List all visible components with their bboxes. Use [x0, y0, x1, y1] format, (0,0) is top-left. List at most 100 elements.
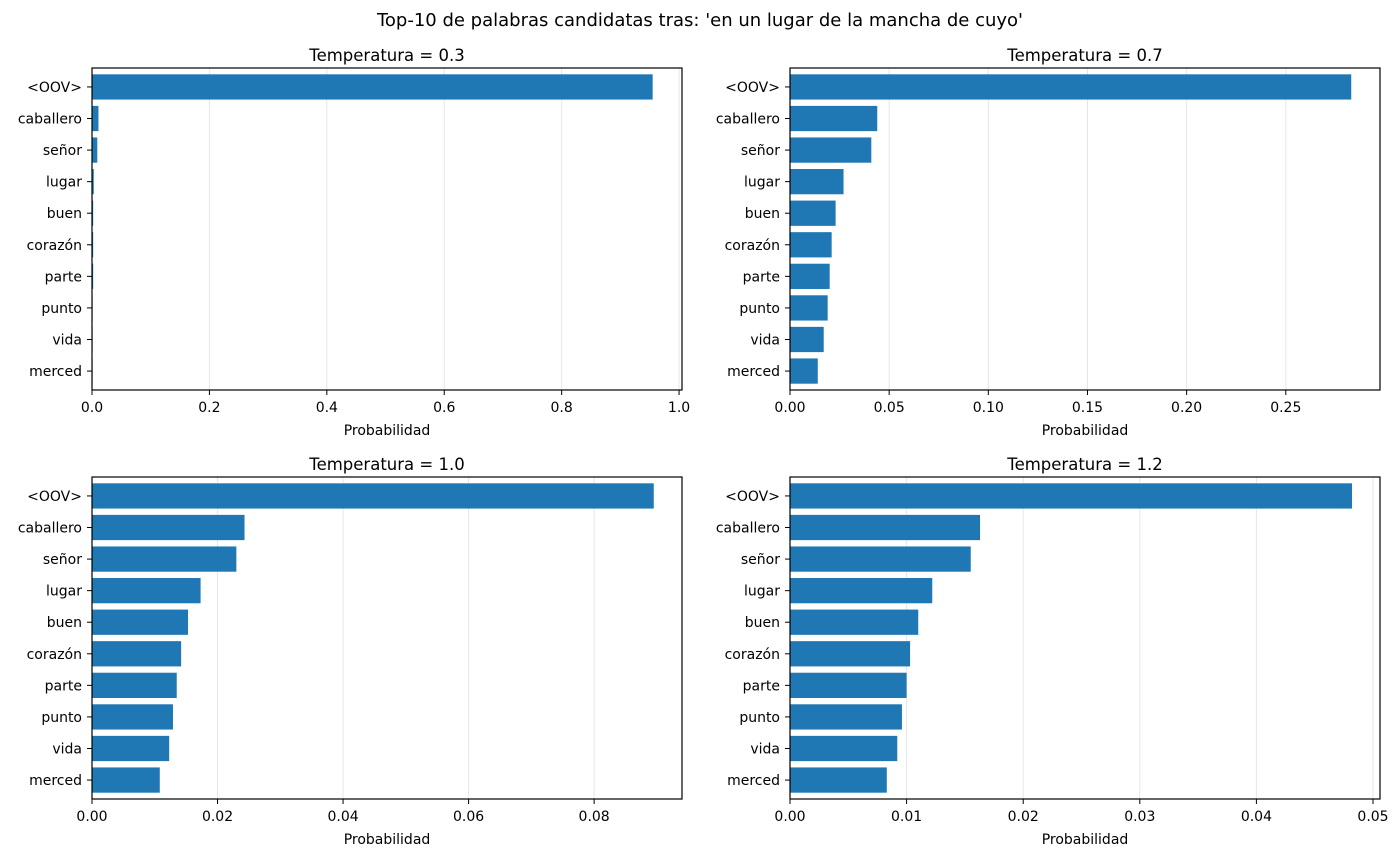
chart-panel-2: Temperatura = 0.7 0.00 0.05 0.10 0.15 0.20 0.2…: [716, 46, 1381, 439]
chart-panel-4: Temperatura = 1.2 0.00 0.01 0.02 0.03 0.04 0.0…: [716, 455, 1389, 848]
y-tick-label: punto: [739, 301, 780, 317]
y-tick-label: <OOV>: [725, 489, 780, 505]
y-tick-label: caballero: [716, 521, 780, 537]
chart-panel-3: Temperatura = 1.0 0.00 0.02 0.04 0.06 0.08 <OO…: [18, 455, 683, 848]
bar: [92, 169, 94, 195]
figure-title: Top-10 de palabras candidatas tras: 'en …: [376, 10, 1023, 31]
y-tick-label: vida: [52, 741, 82, 757]
plot-frame: [789, 67, 1381, 391]
bar: [790, 200, 836, 226]
x-tick-label: 0.10: [973, 400, 1004, 416]
x-tick-label: 0.08: [579, 809, 610, 825]
x-tick-label: 0.00: [774, 400, 805, 416]
y-tick-label: lugar: [46, 175, 82, 191]
bar: [790, 105, 878, 132]
y-tick-label: parte: [743, 269, 780, 285]
bar: [790, 514, 981, 541]
y-tick-label: caballero: [18, 112, 82, 128]
plot-frame: [91, 476, 683, 800]
bar: [790, 704, 902, 730]
bar: [92, 74, 653, 100]
y-tick-label: corazón: [725, 238, 780, 254]
x-tick-label: 1.0: [668, 400, 690, 416]
y-tick-label: vida: [750, 741, 780, 757]
x-tick-label: 0.25: [1270, 400, 1301, 416]
x-tick-label: 0.4: [316, 400, 338, 416]
x-tick-label: 0.02: [202, 809, 233, 825]
x-tick-label: 0.02: [1008, 809, 1039, 825]
bar: [790, 295, 828, 321]
x-tick-label: 0.0: [81, 400, 103, 416]
y-tick-label: lugar: [46, 584, 82, 600]
bar: [790, 641, 911, 667]
y-tick-label: parte: [743, 678, 780, 694]
y-tick-label: parte: [45, 269, 82, 285]
panel-title: Temperatura = 0.3: [308, 46, 464, 65]
bar: [92, 105, 99, 132]
y-tick-label: señor: [43, 552, 82, 568]
y-tick-label: vida: [750, 332, 780, 348]
y-tick-label: buen: [745, 615, 780, 631]
bar: [790, 767, 887, 793]
y-tick-label: <OOV>: [725, 80, 780, 96]
y-tick-label: punto: [41, 710, 82, 726]
y-tick-label: buen: [47, 206, 82, 222]
y-tick-label: punto: [739, 710, 780, 726]
bar: [92, 546, 237, 572]
chart-panel-1: Temperatura = 0.3 0.0 0.2 0.4 0.6 0.8 1.0 <OOV>…: [18, 46, 690, 439]
x-axis-label: Probabilidad: [344, 832, 431, 848]
bar: [790, 609, 919, 635]
bar: [92, 641, 182, 667]
plot-frame: [91, 67, 683, 391]
x-tick-label: 0.06: [453, 809, 484, 825]
panel-title: Temperatura = 0.7: [1006, 46, 1162, 65]
bar: [92, 137, 98, 163]
bar: [92, 704, 173, 730]
x-tick-label: 0.20: [1171, 400, 1202, 416]
y-tick-label: vida: [52, 332, 82, 348]
y-tick-label: corazón: [27, 647, 82, 663]
x-tick-label: 0.2: [198, 400, 220, 416]
bar: [790, 578, 933, 604]
y-tick-label: buen: [47, 615, 82, 631]
x-tick-label: 0.8: [551, 400, 573, 416]
y-tick-label: buen: [745, 206, 780, 222]
y-tick-label: merced: [727, 364, 780, 380]
bar: [790, 232, 832, 258]
panel-title: Temperatura = 1.2: [1006, 455, 1162, 474]
plot-frame: [789, 476, 1381, 800]
x-tick-label: 0.15: [1072, 400, 1103, 416]
x-tick-label: 0.01: [891, 809, 922, 825]
x-tick-label: 0.00: [774, 809, 805, 825]
y-tick-label: corazón: [725, 647, 780, 663]
panel-title: Temperatura = 1.0: [308, 455, 464, 474]
y-tick-label: señor: [741, 552, 780, 568]
x-tick-label: 0.04: [1241, 809, 1272, 825]
bar: [92, 672, 177, 698]
y-tick-label: señor: [741, 143, 780, 159]
y-tick-label: caballero: [18, 521, 82, 537]
x-tick-label: 0.04: [327, 809, 358, 825]
x-axis-label: Probabilidad: [344, 423, 431, 439]
x-tick-label: 0.00: [76, 809, 107, 825]
bar: [790, 74, 1352, 100]
y-tick-label: corazón: [27, 238, 82, 254]
bar: [790, 672, 907, 698]
x-axis-label: Probabilidad: [1042, 423, 1129, 439]
bar: [790, 358, 818, 384]
x-tick-label: 0.05: [1357, 809, 1388, 825]
chart-panels: Temperatura = 0.3 0.0 0.2 0.4 0.6 0.8 1.0 <OOV>…: [18, 46, 1389, 848]
x-tick-label: 0.03: [1124, 809, 1155, 825]
bar: [790, 263, 830, 289]
bar: [92, 609, 189, 635]
y-tick-label: caballero: [716, 112, 780, 128]
y-tick-label: lugar: [744, 175, 780, 191]
x-tick-label: 0.05: [874, 400, 905, 416]
y-tick-label: parte: [45, 678, 82, 694]
bar: [790, 169, 844, 195]
y-tick-label: merced: [29, 773, 82, 789]
bar: [790, 326, 824, 353]
y-tick-label: <OOV>: [27, 489, 82, 505]
y-tick-label: señor: [43, 143, 82, 159]
